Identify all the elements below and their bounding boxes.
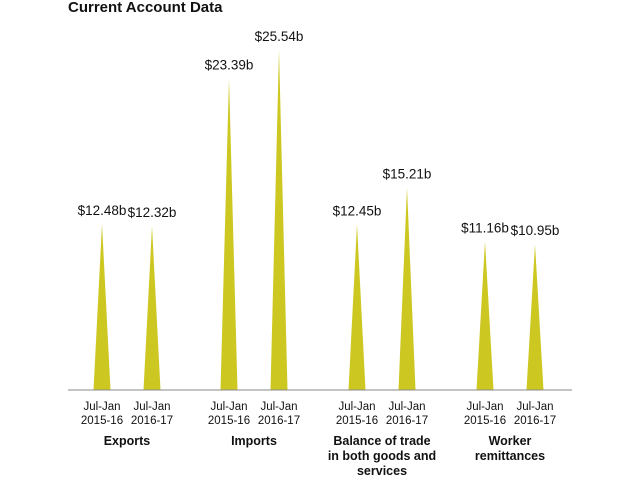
value-label-3-1: $12.45b	[333, 203, 382, 218]
period-label-4-1-a: Jul-Jan	[466, 401, 503, 413]
value-label-4-1: $11.16b	[461, 220, 509, 235]
bar-3-1	[348, 224, 366, 390]
period-label-2-2-b: 2016-17	[258, 415, 300, 427]
bar-3-2	[398, 187, 416, 390]
bar-2-2	[270, 50, 288, 390]
bar-1-2	[143, 225, 161, 390]
category-label-2-1: Imports	[231, 434, 277, 448]
value-label-4-2: $10.95b	[511, 223, 560, 238]
period-label-2-1-b: 2015-16	[208, 415, 250, 427]
category-label-4-1: Worker	[489, 434, 532, 448]
period-label-3-1-b: 2015-16	[336, 415, 378, 427]
value-label-2-2: $25.54b	[255, 29, 304, 44]
bar-2-1	[220, 78, 238, 391]
period-label-1-2-b: 2016-17	[131, 415, 173, 427]
category-label-3-1: Balance of trade	[333, 434, 430, 448]
bar-1-1	[93, 223, 111, 390]
category-label-3-3: services	[357, 464, 407, 478]
bars-layer	[93, 50, 544, 391]
period-label-1-1-a: Jul-Jan	[83, 401, 120, 413]
period-label-4-1-b: 2015-16	[464, 415, 506, 427]
chart-title: Current Account Data	[68, 0, 223, 16]
category-label-3-2: in both goods and	[328, 449, 436, 463]
value-label-1-1: $12.48b	[78, 203, 127, 218]
value-label-2-1: $23.39b	[205, 58, 254, 73]
period-label-1-1-b: 2015-16	[81, 415, 123, 427]
category-label-1-1: Exports	[104, 434, 151, 448]
value-label-3-2: $15.21b	[383, 167, 432, 182]
period-label-2-1-a: Jul-Jan	[210, 401, 247, 413]
period-label-4-2-a: Jul-Jan	[516, 401, 553, 413]
value-label-1-2: $12.32b	[128, 205, 177, 220]
period-label-3-1-a: Jul-Jan	[338, 401, 375, 413]
bar-4-1	[476, 241, 494, 390]
period-label-2-2-a: Jul-Jan	[260, 401, 297, 413]
period-label-3-2-b: 2016-17	[386, 415, 428, 427]
bar-4-2	[526, 244, 544, 390]
period-label-1-2-a: Jul-Jan	[133, 401, 170, 413]
labels-layer: $12.48b Jul-Jan 2015-16 $12.32b Jul-Jan 2016-…	[78, 29, 560, 478]
period-label-3-2-a: Jul-Jan	[388, 401, 425, 413]
category-label-4-2: remittances	[475, 449, 545, 463]
period-label-4-2-b: 2016-17	[514, 415, 556, 427]
